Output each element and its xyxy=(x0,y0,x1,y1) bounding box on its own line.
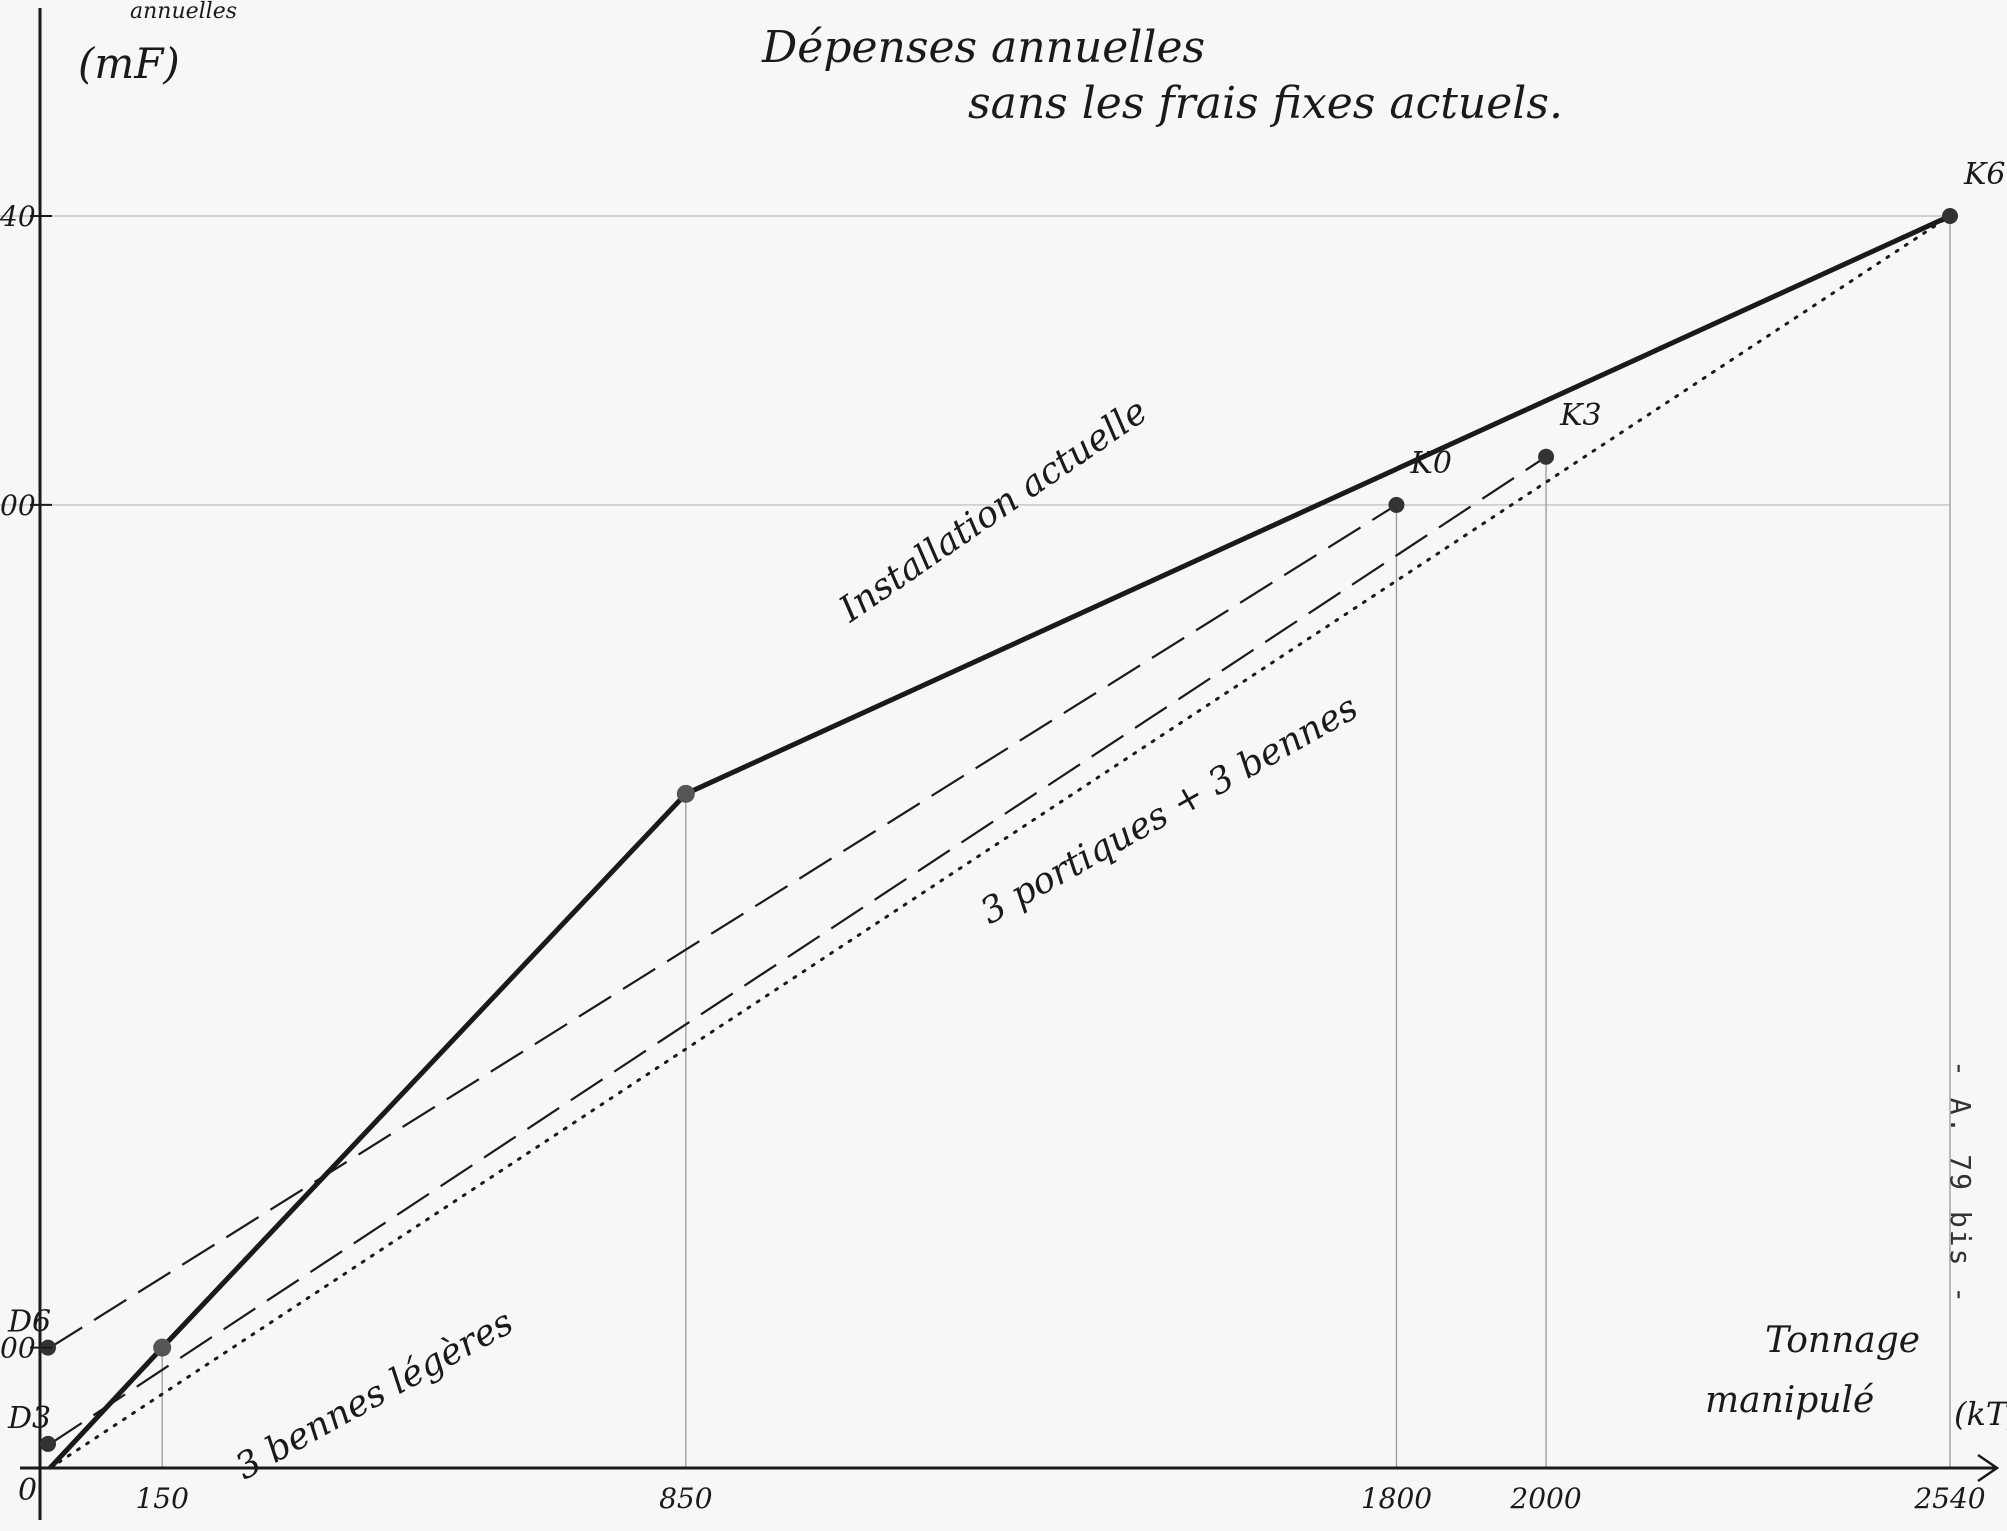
point-label-d6: D6 xyxy=(7,1305,51,1340)
point-label-d3: D3 xyxy=(7,1401,51,1436)
x-tick-label: 1800 xyxy=(1361,1482,1432,1515)
chart-title: Dépenses annuelles xyxy=(761,22,1205,73)
x-axis-arrow xyxy=(1977,1453,2000,1483)
labels-group: annuelles (mF) Dépenses annuelles sans l… xyxy=(18,0,2007,1508)
point-k0 xyxy=(1388,496,1405,513)
series-vertex-marker xyxy=(676,784,695,803)
y-axis-label: (mF) xyxy=(78,39,180,88)
series-line-1 xyxy=(49,455,1547,1445)
x-tick-label: 150 xyxy=(135,1482,188,1515)
series-vertex-marker xyxy=(153,1338,172,1357)
chart-subtitle: sans les frais fixes actuels. xyxy=(968,78,1563,129)
point-d3 xyxy=(40,1435,56,1452)
page-side-note: - A. 79 bis - xyxy=(1944,1060,1977,1306)
y-tick-label: 40 xyxy=(0,200,36,233)
point-k6 xyxy=(1942,208,1958,224)
series-line-0 xyxy=(49,503,1398,1349)
series-label-2: 3 portiques + 3 bennes xyxy=(974,687,1365,933)
y-tick-label: 00 xyxy=(0,1332,36,1365)
y-tick-label: 00 xyxy=(0,489,36,522)
point-label-k0: K0 xyxy=(1409,446,1452,481)
x-tick-label: 2540 xyxy=(1913,1482,1985,1515)
series-label-0: Installation actuelle xyxy=(831,391,1155,631)
point-label-k6: K6 xyxy=(1963,157,2006,192)
series-label-3: 3 bennes légères xyxy=(229,1302,520,1488)
x-tick-label: 850 xyxy=(659,1482,712,1515)
x-unit-label: (kT) xyxy=(1954,1395,2007,1433)
point-label-k3: K3 xyxy=(1559,398,1602,433)
points-group: K0 K3 K6 D6 D3 xyxy=(7,157,2006,1452)
x-tick-label: 2000 xyxy=(1509,1482,1581,1515)
guide-lines xyxy=(0,215,1951,1468)
ticks-group: 150 850 1800 2000 2540 00 00 40 xyxy=(0,200,1986,1515)
x-axis-label-line1: Tonnage xyxy=(1765,1320,1920,1361)
series-line-3 xyxy=(48,214,1952,1470)
series-group xyxy=(48,213,1952,1470)
origin-label: 0 xyxy=(18,1473,37,1508)
point-k3 xyxy=(1538,448,1555,465)
top-left-fragment: annuelles xyxy=(130,0,237,24)
series-line-2 xyxy=(48,213,1952,1470)
axes xyxy=(20,8,2000,1520)
x-axis-label-line2: manipulé xyxy=(1705,1380,1874,1421)
